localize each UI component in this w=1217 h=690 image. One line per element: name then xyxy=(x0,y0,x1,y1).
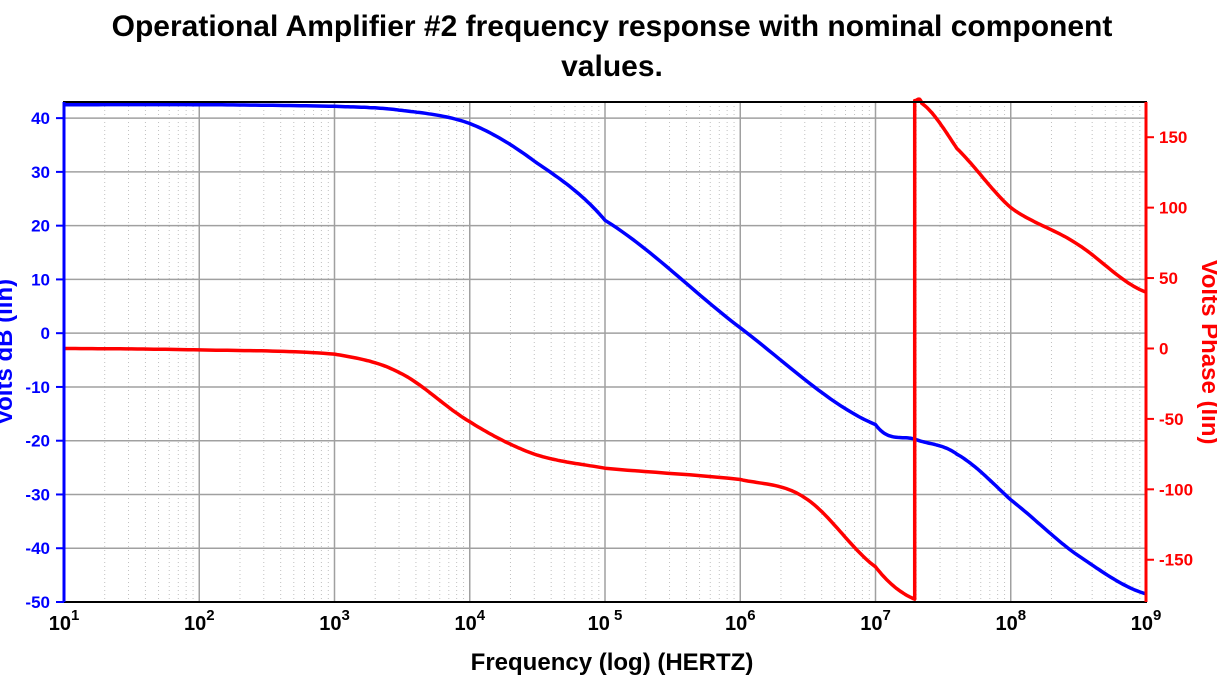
x-tick-base: 10 xyxy=(49,613,71,635)
x-tick-label: 109 xyxy=(1131,607,1162,635)
x-tick-label: 108 xyxy=(995,607,1026,635)
series-layer xyxy=(64,97,1147,601)
left-tick-label: -50 xyxy=(25,593,50,612)
left-tick-label: -20 xyxy=(25,432,50,451)
magnitude-series-line xyxy=(64,102,1147,596)
right-y-axis-label: Volts Phase (lin) xyxy=(1196,260,1217,445)
left-tick-label: -40 xyxy=(25,539,50,558)
x-tick-base: 10 xyxy=(588,613,610,635)
x-tick-label: 102 xyxy=(184,607,215,635)
chart-title-line-2: values. xyxy=(561,50,663,83)
x-tick-label: 10 5 xyxy=(588,607,623,635)
x-tick-label: 103 xyxy=(319,607,350,635)
x-tick-exponent: 1 xyxy=(71,607,79,624)
left-tick-label: -10 xyxy=(25,378,50,397)
x-tick-base: 10 xyxy=(319,613,341,635)
x-tick-label: 107 xyxy=(860,607,891,635)
x-tick-base: 10 xyxy=(184,613,206,635)
grid-layer xyxy=(63,102,1147,603)
x-tick-exponent: 9 xyxy=(1153,607,1161,624)
x-tick-base: 10 xyxy=(1131,613,1153,635)
phase-series-line xyxy=(64,97,1147,601)
left-tick-label: 40 xyxy=(31,109,50,128)
left-y-axis-label: Volts dB (lin) xyxy=(0,279,18,425)
right-tick-label: 150 xyxy=(1159,128,1187,147)
chart-title-line-1: Operational Amplifier #2 frequency respo… xyxy=(112,10,1113,43)
right-tick-label: -50 xyxy=(1159,410,1184,429)
x-tick-base: 10 xyxy=(995,613,1017,635)
x-tick-exponent: 3 xyxy=(341,607,349,624)
left-tick-label: 20 xyxy=(31,217,50,236)
x-tick-base: 10 xyxy=(725,613,747,635)
tick-layer: 403020100-10-20-30-40-50150100500-50-100… xyxy=(25,109,1193,635)
left-tick-label: -30 xyxy=(25,485,50,504)
x-tick-exponent: 8 xyxy=(1018,607,1026,624)
x-tick-exponent: 6 xyxy=(747,607,755,624)
right-tick-label: -150 xyxy=(1159,551,1193,570)
right-tick-label: 100 xyxy=(1159,199,1187,218)
x-tick-exponent: 2 xyxy=(206,607,214,624)
right-tick-label: -100 xyxy=(1159,480,1193,499)
right-tick-label: 0 xyxy=(1159,339,1168,358)
x-tick-base: 10 xyxy=(454,613,476,635)
x-tick-label: 106 xyxy=(725,607,756,635)
left-tick-label: 30 xyxy=(31,163,50,182)
right-tick-label: 50 xyxy=(1159,269,1178,288)
x-tick-label: 101 xyxy=(49,607,80,635)
x-tick-base: 10 xyxy=(860,613,882,635)
left-tick-label: 0 xyxy=(41,324,50,343)
x-axis-label: Frequency (log) (HERTZ) xyxy=(471,649,754,676)
left-tick-label: 10 xyxy=(31,270,50,289)
x-tick-exponent: 7 xyxy=(882,607,890,624)
x-tick-exponent: 5 xyxy=(610,607,623,624)
x-tick-label: 104 xyxy=(454,607,485,635)
x-tick-exponent: 4 xyxy=(477,607,486,624)
